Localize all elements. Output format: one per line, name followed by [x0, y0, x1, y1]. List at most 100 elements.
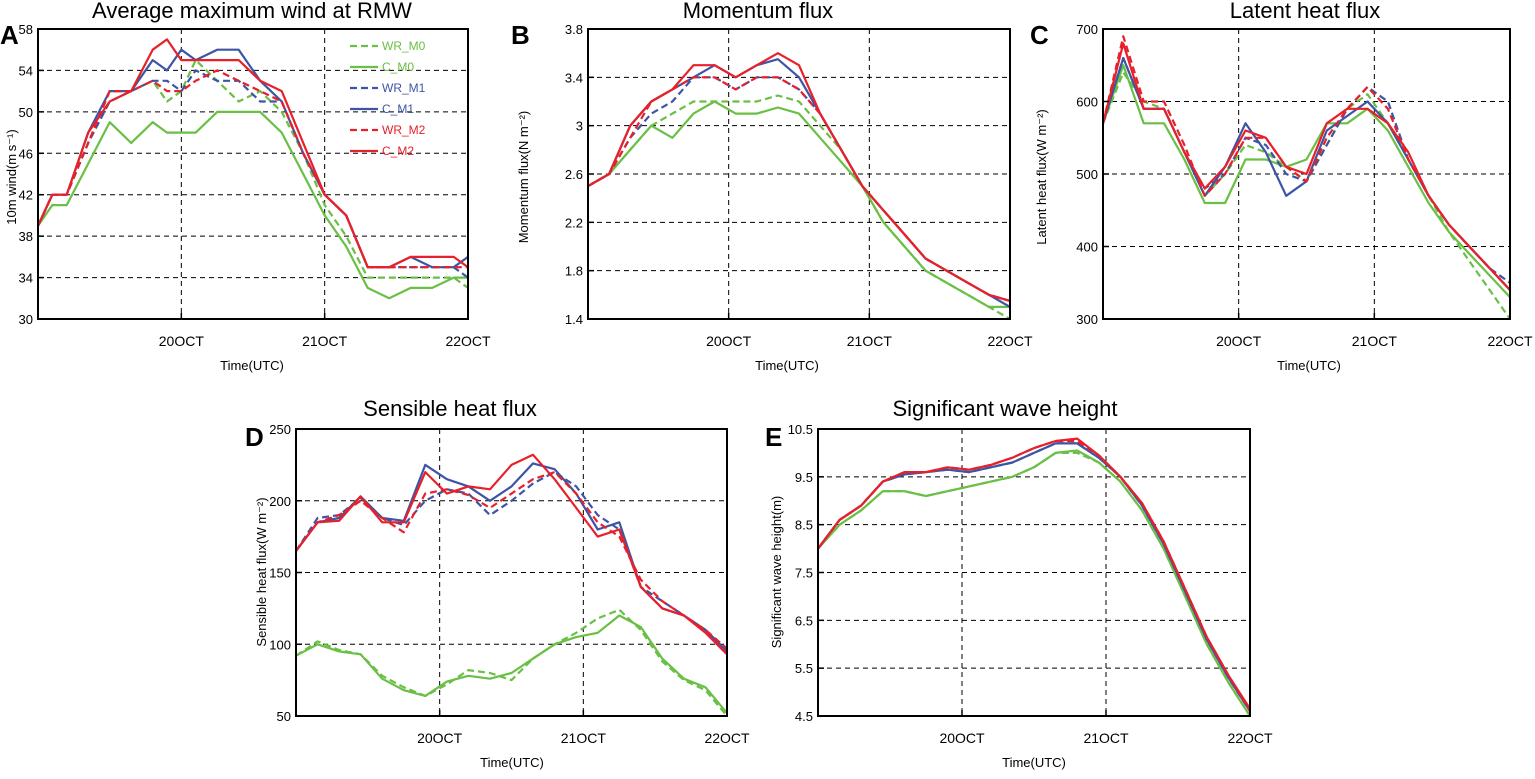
- series-line-C-C_M0: [1103, 64, 1510, 299]
- legend-label-C_M0: C_M0: [382, 60, 414, 74]
- x-tick-label-D: 21OCT: [561, 730, 607, 746]
- y-tick-label-E: 4.5: [795, 709, 813, 724]
- series-group-C: [1103, 35, 1510, 319]
- panel-C: C Latent heat flux Latent heat flux(W m⁻…: [1030, 0, 1533, 373]
- y-tick-label-D: 250: [269, 422, 291, 437]
- y-tick-label-B: 1.4: [565, 312, 583, 327]
- series-line-A-C_M2: [38, 38, 468, 269]
- ylabel-C: Latent heat flux(W m⁻²): [1034, 109, 1049, 244]
- series-line-D-WR_M1: [296, 471, 727, 653]
- ylabel-B: Momentum flux(N m⁻²): [516, 111, 531, 244]
- y-tick-label-A: 30: [19, 312, 33, 327]
- panel-E: E Significant wave height Significant wa…: [765, 396, 1273, 770]
- y-tick-label-A: 38: [19, 229, 33, 244]
- xlabel-D: Time(UTC): [480, 755, 544, 770]
- panel-letter-B: B: [511, 20, 530, 50]
- title-E: Significant wave height: [892, 396, 1117, 421]
- xlabel-E: Time(UTC): [1002, 755, 1066, 770]
- x-tick-label-A: 20OCT: [159, 333, 205, 349]
- plot-frame-A: [37, 28, 469, 320]
- x-tick-label-D: 22OCT: [704, 730, 750, 746]
- y-tick-label-D: 100: [269, 637, 291, 652]
- y-tick-label-E: 8.5: [795, 518, 813, 533]
- y-tick-label-A: 46: [19, 146, 33, 161]
- legend-label-WR_M1: WR_M1: [382, 81, 426, 95]
- series-group-E: [818, 437, 1250, 716]
- legend: WR_M0 C_M0 WR_M1 C_M1 WR_M2 C_M2: [350, 39, 426, 158]
- panel-letter-A: A: [0, 20, 19, 50]
- legend-label-C_M2: C_M2: [382, 144, 414, 158]
- series-line-D-C_M0: [296, 614, 727, 714]
- y-tick-label-B: 2.6: [565, 167, 583, 182]
- xlabel-C: Time(UTC): [1277, 358, 1341, 373]
- y-tick-label-D: 50: [277, 709, 291, 724]
- series-group-A: [38, 38, 468, 300]
- ylabel-D: Sensible heat flux(W m⁻²): [254, 497, 269, 646]
- x-tick-label-E: 22OCT: [1227, 730, 1273, 746]
- y-tick-label-A: 50: [19, 105, 33, 120]
- series-line-D-C_M1: [296, 462, 727, 653]
- title-C: Latent heat flux: [1230, 0, 1380, 23]
- x-tick-label-D: 20OCT: [417, 730, 463, 746]
- series-line-B-WR_M0: [588, 94, 1010, 319]
- panel-B: B Momentum flux Momentum flux(N m⁻²) Tim…: [511, 0, 1033, 373]
- legend-label-WR_M2: WR_M2: [382, 123, 426, 137]
- y-tick-label-B: 3: [576, 119, 583, 134]
- x-tick-label-C: 20OCT: [1216, 333, 1262, 349]
- y-tick-label-C: 700: [1076, 22, 1098, 37]
- y-tick-label-B: 3.8: [565, 22, 583, 37]
- y-tick-label-D: 200: [269, 494, 291, 509]
- series-line-A-C_M0: [38, 110, 468, 300]
- y-tick-label-C: 500: [1076, 167, 1098, 182]
- series-line-E-C_M1: [818, 442, 1250, 712]
- x-tick-label-A: 21OCT: [302, 333, 348, 349]
- y-tick-label-A: 34: [19, 271, 33, 286]
- title-D: Sensible heat flux: [363, 396, 537, 421]
- x-tick-label-E: 21OCT: [1083, 730, 1129, 746]
- series-line-B-C_M2: [588, 52, 1010, 302]
- y-tick-label-A: 42: [19, 188, 33, 203]
- y-tick-label-C: 400: [1076, 240, 1098, 255]
- series-line-D-C_M2: [296, 453, 727, 656]
- panel-letter-D: D: [245, 422, 264, 452]
- x-tick-label-B: 22OCT: [987, 333, 1033, 349]
- y-tick-label-A: 58: [19, 22, 33, 37]
- series-line-C-WR_M1: [1103, 56, 1510, 284]
- plot-area-C: 300 400 500 600 700 20OCT 21OCT 22OCT: [1076, 22, 1533, 349]
- y-tick-label-D: 150: [269, 566, 291, 581]
- x-tick-label-C: 21OCT: [1352, 333, 1398, 349]
- series-line-E-WR_M1: [818, 442, 1250, 712]
- series-line-C-C_M2: [1103, 42, 1510, 291]
- y-tick-label-E: 6.5: [795, 613, 813, 628]
- series-line-B-WR_M2: [588, 76, 1010, 302]
- plot-area-B: 1.4 1.8 2.2 2.6 3 3.4 3.8 20OCT 21OCT 22OCT: [565, 22, 1033, 349]
- series-line-A-WR_M2: [38, 69, 468, 269]
- panel-A: A Average maximum wind at RMW 10m wind(m…: [0, 0, 491, 373]
- y-tick-label-C: 300: [1076, 312, 1098, 327]
- y-tick-label-C: 600: [1076, 95, 1098, 110]
- y-tick-label-E: 5.5: [795, 661, 813, 676]
- xlabel-B: Time(UTC): [755, 358, 819, 373]
- series-line-E-C_M2: [818, 437, 1250, 710]
- panel-D: D Sensible heat flux Sensible heat flux(…: [245, 396, 750, 770]
- y-tick-label-E: 7.5: [795, 566, 813, 581]
- y-tick-label-E: 10.5: [788, 422, 813, 437]
- y-tick-label-A: 54: [19, 63, 33, 78]
- panel-letter-C: C: [1030, 20, 1049, 50]
- series-group-B: [588, 52, 1010, 319]
- series-line-A-WR_M0: [38, 58, 468, 289]
- x-tick-label-A: 22OCT: [445, 333, 491, 349]
- legend-label-C_M1: C_M1: [382, 102, 414, 116]
- y-tick-label-B: 2.2: [565, 215, 583, 230]
- plot-area-A: 30 34 38 42 46 50 54 58 20OCT 21OCT 22OCT: [19, 22, 491, 349]
- series-line-B-WR_M1: [588, 76, 1010, 302]
- y-tick-label-B: 1.8: [565, 264, 583, 279]
- series-line-D-WR_M0: [296, 608, 727, 716]
- panel-letter-E: E: [765, 422, 782, 452]
- title-B: Momentum flux: [683, 0, 833, 23]
- series-group-D: [296, 453, 727, 716]
- series-line-E-C_M0: [818, 449, 1250, 716]
- plot-area-D: 50 100 150 200 250 20OCT 21OCT 22OCT: [269, 422, 750, 746]
- x-tick-label-B: 21OCT: [847, 333, 893, 349]
